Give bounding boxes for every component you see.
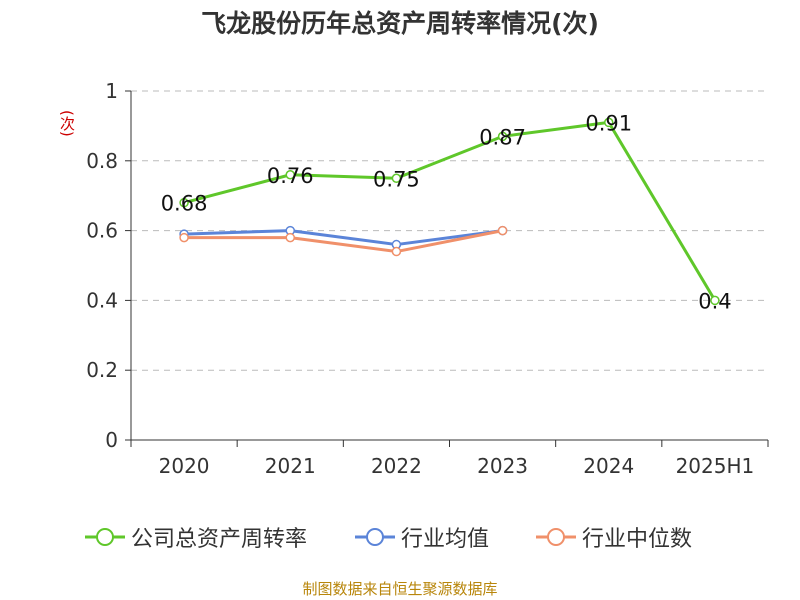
y-tick-label: 1: [105, 79, 118, 103]
data-point: [391, 173, 402, 183]
chart-title: 飞龙股份历年总资产周转率情况(次): [201, 9, 599, 38]
grid-lines: [131, 90, 768, 371]
data-labels: 0.68 0.76 0.75 0.87 0.91 0.4: [161, 111, 732, 313]
data-point: [179, 197, 189, 208]
x-tick-label: 2021: [265, 454, 316, 478]
x-tick-label: 2022: [371, 454, 422, 478]
legend-industry-median-marker: [536, 528, 576, 546]
y-axis-unit-label: (次): [58, 110, 76, 137]
data-point: [285, 170, 295, 180]
data-point: [497, 131, 508, 142]
data-label: 0.87: [479, 125, 526, 149]
legend-item-company[interactable]: 公司总资产周转率: [85, 520, 307, 554]
data-point: [604, 117, 614, 128]
legend-industry-median-label: 行业中位数: [582, 527, 693, 552]
data-label: 0.4: [698, 289, 731, 313]
series-line: [183, 120, 717, 302]
series-line: [184, 229, 503, 254]
legend-company-label: 公司总资产周转率: [131, 527, 308, 552]
legend-item-industry-avg[interactable]: 行业均值: [355, 520, 489, 554]
y-tick-label: 0.2: [86, 358, 118, 382]
data-label: 0.76: [267, 164, 314, 188]
y-tick-label: 0.8: [86, 149, 118, 173]
series-line: [184, 229, 503, 247]
legend-industry-avg-circle: [366, 528, 384, 546]
line-chart: 0 0.2 0.4 0.6 0.8 1 2020 2021 2022 2023 2024 2025H1…: [86, 79, 769, 478]
data-source-note: 制图数据来自恒生聚源数据库: [302, 580, 498, 598]
x-tick-label: 2020: [159, 454, 210, 478]
legend-industry-avg-marker: [355, 528, 395, 546]
x-tick-label: 2025H1: [676, 454, 755, 478]
series-1: [179, 225, 508, 250]
series-0: [179, 117, 720, 306]
axes: 0 0.2 0.4 0.6 0.8 1 2020 2021 2022 2023 2024 2025H1: [86, 79, 769, 478]
data-point: [710, 295, 720, 306]
series-lines: [179, 117, 720, 306]
data-point: [497, 225, 508, 236]
legend-industry-avg-label: 行业均值: [401, 527, 490, 552]
data-point: [391, 246, 402, 257]
data-label: 0.75: [373, 167, 420, 191]
legend: 公司总资产周转率 行业均值 行业中位数: [0, 520, 800, 554]
x-tick-label: 2023: [477, 454, 528, 478]
y-tick-label: 0.4: [86, 288, 118, 312]
series-2: [179, 225, 508, 257]
y-tick-label: 0: [105, 428, 118, 452]
legend-company-circle: [96, 528, 114, 546]
legend-item-industry-median[interactable]: 行业中位数: [536, 520, 692, 554]
x-tick-label: 2024: [583, 454, 634, 478]
legend-company-marker: [85, 528, 125, 546]
data-label: 0.91: [585, 111, 632, 135]
data-point: [285, 232, 295, 243]
data-point: [179, 232, 189, 243]
y-tick-label: 0.6: [86, 219, 118, 243]
legend-industry-median-circle: [547, 528, 565, 546]
data-label: 0.68: [161, 192, 208, 216]
